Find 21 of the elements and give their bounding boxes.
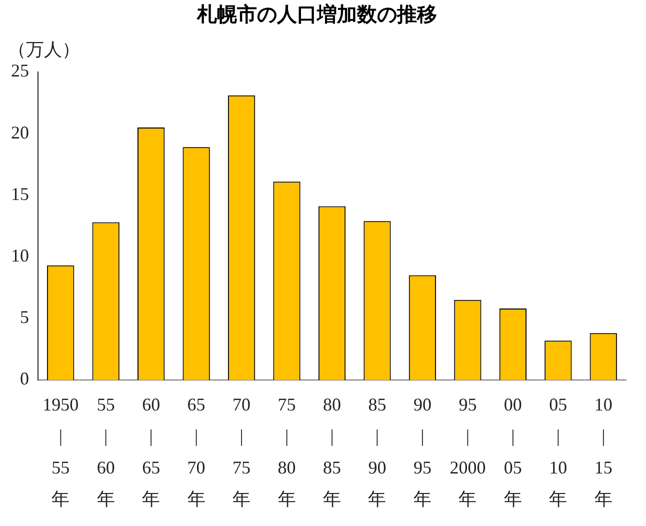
y-tick-label: 0 xyxy=(20,368,29,389)
y-tick-label: 5 xyxy=(20,307,29,328)
y-tick-label: 10 xyxy=(11,246,29,266)
x-tick-label: 65 | 70 年 xyxy=(187,394,206,509)
y-axis-title: （万人） xyxy=(8,40,80,60)
x-tick-label: 75 | 80 年 xyxy=(278,394,296,509)
x-tick-label: 10 | 15 年 xyxy=(594,394,612,509)
x-tick-label: 95 | 2000 年 xyxy=(450,394,486,509)
y-tick-label: 25 xyxy=(11,60,29,81)
x-tick-label: 55 | 60 年 xyxy=(96,394,115,509)
x-tick-label: 70 | 75 年 xyxy=(232,394,251,509)
x-tick-label: 85 | 90 年 xyxy=(368,394,386,509)
x-tick-label: 05 | 10 年 xyxy=(549,394,568,509)
x-tick-label: 90 | 95 年 xyxy=(413,394,432,509)
x-tick-label: 00 | 05 年 xyxy=(504,394,522,509)
y-tick-label: 15 xyxy=(11,184,29,204)
x-tick-label: 80 | 85 年 xyxy=(323,394,341,509)
x-tick-label: 60 | 65 年 xyxy=(142,394,160,509)
y-tick-label: 20 xyxy=(11,122,29,142)
chart-title: 札幌市の人口増加数の推移 xyxy=(196,2,437,26)
x-tick-label: 1950 | 55 年 xyxy=(42,394,79,509)
